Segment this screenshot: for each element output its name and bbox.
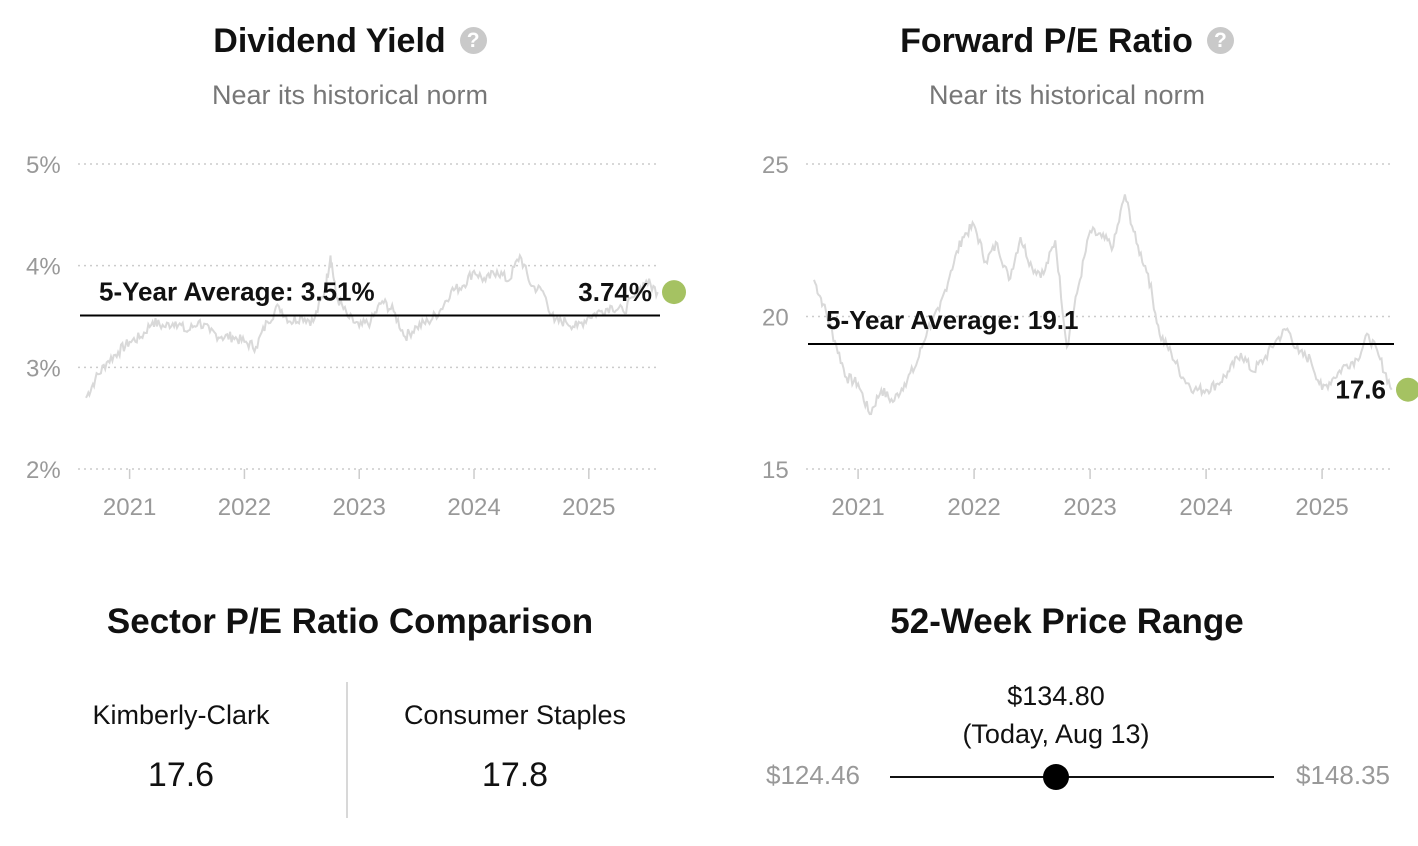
- y-tick-label: 5%: [26, 152, 61, 179]
- x-tick-label: 2024: [447, 494, 500, 521]
- y-tick-label: 4%: [26, 254, 61, 281]
- x-axis: 2021 2022 2023 2024 2025: [831, 469, 1349, 521]
- current-value-label: 17.6: [1335, 375, 1386, 405]
- y-grid: 2% 3% 4% 5%: [26, 152, 660, 484]
- sector-label: Consumer Staples: [403, 700, 627, 730]
- price-range-panel: 52-Week Price Range $134.80 (Today, Aug …: [716, 580, 1418, 846]
- y-tick-label: 15: [762, 457, 789, 484]
- y-tick-label: 3%: [26, 355, 61, 382]
- range-track: [890, 776, 1274, 778]
- forward-pe-panel: Forward P/E Ratio? Near its historical n…: [716, 0, 1418, 540]
- comparison-divider: [346, 682, 348, 818]
- x-tick-label: 2021: [831, 494, 884, 521]
- x-tick-label: 2025: [562, 494, 615, 521]
- question-circle-icon[interactable]: ?: [459, 27, 487, 54]
- forward-pe-series-line: [813, 194, 1393, 416]
- range-high-label: $148.35: [1296, 760, 1390, 790]
- dividend-yield-panel: Dividend Yield? Near its historical norm…: [0, 0, 700, 540]
- question-circle-icon[interactable]: ?: [1206, 27, 1234, 54]
- x-tick-label: 2024: [1179, 494, 1232, 521]
- sector-pe-comparison: Sector P/E Ratio Comparison Kimberly-Cla…: [0, 580, 700, 846]
- x-tick-label: 2022: [947, 494, 1000, 521]
- five-year-average-label: 5-Year Average: 3.51%: [99, 276, 375, 306]
- x-tick-label: 2023: [333, 494, 386, 521]
- five-year-average-label: 5-Year Average: 19.1: [826, 305, 1078, 335]
- current-value-dot[interactable]: [1396, 377, 1418, 402]
- dividend-yield-series-line: [85, 252, 659, 399]
- company-pe-value: 17.6: [147, 756, 215, 794]
- forward-pe-title: Forward P/E Ratio?: [716, 22, 1418, 61]
- sector-pe-title: Sector P/E Ratio Comparison: [106, 602, 594, 641]
- x-tick-label: 2022: [218, 494, 271, 521]
- price-range-title: 52-Week Price Range: [890, 602, 1244, 641]
- dividend-yield-title: Dividend Yield?: [0, 22, 700, 61]
- today-date-label: (Today, Aug 13): [962, 719, 1150, 749]
- y-grid: 15 20 25: [762, 152, 1394, 484]
- x-tick-label: 2021: [103, 494, 156, 521]
- x-tick-label: 2025: [1295, 494, 1348, 521]
- forward-pe-subtitle: Near its historical norm: [928, 80, 1206, 110]
- sector-pe-value: 17.8: [481, 756, 549, 794]
- today-price: $134.80: [1007, 681, 1105, 711]
- y-tick-label: 20: [762, 305, 789, 332]
- x-axis: 2021 2022 2023 2024 2025: [103, 469, 616, 521]
- dividend-yield-subtitle: Near its historical norm: [211, 80, 489, 110]
- dividend-yield-chart: 2% 3% 4% 5% 2021 2022 2023 2024 2025 5-Year Ave…: [26, 152, 686, 521]
- dividend-yield-title-text: Dividend Yield: [213, 22, 446, 60]
- today-price-callout: $134.80 (Today, Aug 13): [906, 677, 1206, 753]
- range-low-label: $124.46: [766, 760, 860, 790]
- y-tick-label: 2%: [26, 457, 61, 484]
- range-today-marker[interactable]: [1043, 764, 1070, 790]
- current-value-dot[interactable]: [662, 280, 686, 305]
- current-value-label: 3.74%: [578, 277, 652, 307]
- company-label: Kimberly-Clark: [92, 700, 270, 730]
- forward-pe-title-text: Forward P/E Ratio: [900, 22, 1193, 60]
- x-tick-label: 2023: [1063, 494, 1116, 521]
- y-tick-label: 25: [762, 152, 789, 179]
